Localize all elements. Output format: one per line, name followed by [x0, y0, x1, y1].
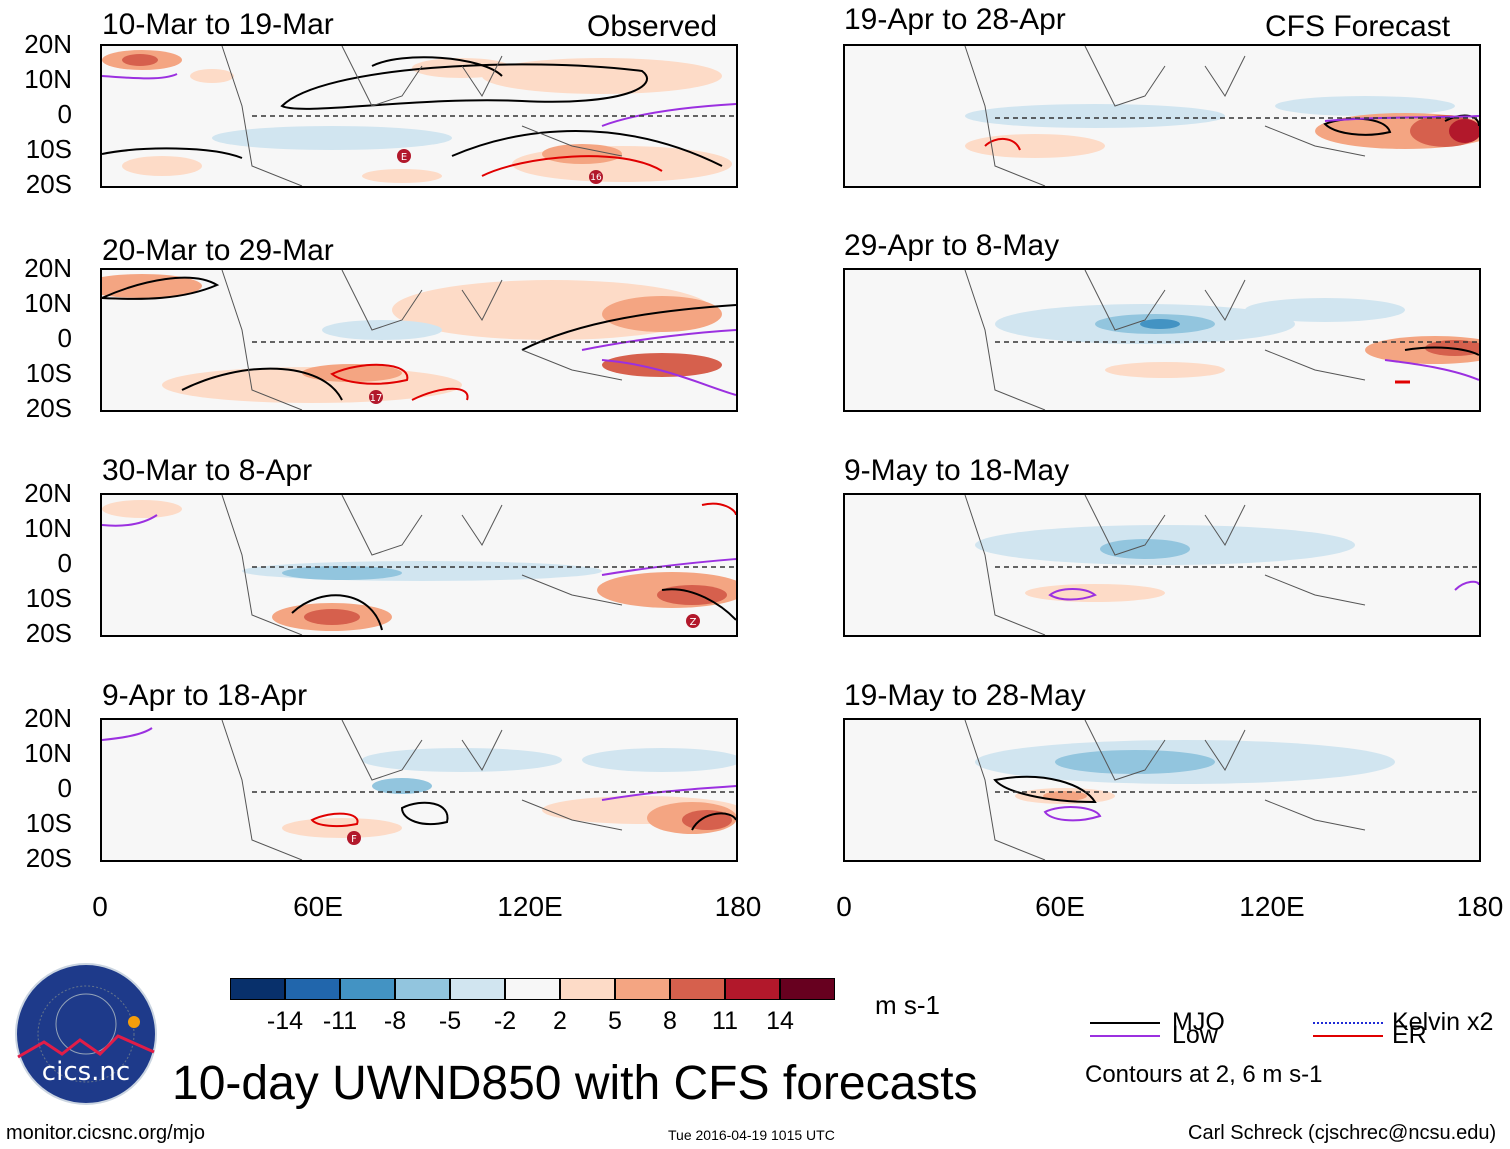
lat-label-row3-1: 10N	[24, 513, 72, 543]
colorbar-swatch-3	[395, 978, 450, 1000]
legend-label-mjo: MJO	[1172, 1008, 1225, 1036]
footer-author: Carl Schreck (cjschrec@ncsu.edu)	[1188, 1122, 1497, 1144]
lat-label-row3-3: 10S	[25, 583, 72, 613]
map-panel-forecast-1	[843, 44, 1481, 188]
map-panel-forecast-3	[843, 493, 1481, 637]
lon-label-60e-right: 60E	[1035, 891, 1085, 922]
cicsnc-logo: cics.nc	[14, 962, 158, 1106]
legend-label-kelvin: Kelvin x2	[1392, 1008, 1494, 1036]
observed-header: Observed	[587, 10, 718, 43]
colorbar-label-5: 2	[553, 1007, 567, 1035]
logo-text: cics.nc	[42, 1057, 130, 1087]
legend-line-mjo	[1090, 1022, 1160, 1024]
lat-label-row1-1: 10N	[24, 64, 72, 94]
storm-marker-16: 16	[590, 173, 602, 183]
colorbar-label-4: -2	[493, 1007, 517, 1035]
colorbar-swatch-7	[615, 978, 670, 1000]
lat-label-row4-1: 10N	[24, 738, 72, 768]
lat-label-row1-3: 10S	[25, 134, 72, 164]
panel-title-8: 19-May to 28-May	[844, 679, 1086, 712]
lon-label-120e-right: 120E	[1239, 891, 1305, 922]
footer-timestamp: Tue 2016-04-19 1015 UTC	[668, 1127, 835, 1143]
map-panel-forecast-4	[843, 718, 1481, 862]
panel-title-5: 19-Apr to 28-Apr	[844, 3, 1066, 36]
colorbar-label-0: -14	[266, 1007, 304, 1035]
colorbar-swatch-4	[450, 978, 505, 1000]
colorbar-label-8: 11	[712, 1007, 738, 1035]
lat-label-row2-0: 20N	[24, 253, 72, 283]
lat-label-row2-2: 0	[57, 323, 72, 353]
lon-label-120e-left: 120E	[497, 891, 563, 922]
legend-line-er	[1313, 1035, 1383, 1037]
lat-label-row3-0: 20N	[24, 478, 72, 508]
lat-label-row1-4: 20S	[25, 169, 72, 199]
panel-title-7: 9-May to 18-May	[844, 454, 1070, 487]
storm-marker-17: 17	[370, 393, 383, 404]
lat-label-row3-4: 20S	[25, 618, 72, 648]
colorbar-swatch-8	[670, 978, 725, 1000]
colorbar-label-7: 8	[663, 1007, 677, 1035]
colorbar-label-3: -5	[438, 1007, 462, 1035]
lat-label-row4-4: 20S	[25, 843, 72, 873]
colorbar-label-2: -8	[383, 1007, 407, 1035]
storm-marker-z: Z	[690, 617, 697, 628]
lon-label-0-right: 0	[836, 891, 852, 922]
lat-label-row1-2: 0	[57, 99, 72, 129]
lat-label-row3-2: 0	[57, 548, 72, 578]
contour-note: Contours at 2, 6 m s-1	[1085, 1061, 1323, 1088]
lon-label-60e-left: 60E	[293, 891, 343, 922]
lat-label-row4-2: 0	[57, 773, 72, 803]
colorbar-swatch-1	[285, 978, 340, 1000]
lon-label-0-left: 0	[92, 891, 108, 922]
colorbar-label-6: 5	[608, 1007, 622, 1035]
lat-label-row4-3: 10S	[25, 808, 72, 838]
legend-line-low	[1090, 1035, 1160, 1037]
lon-label-180-left: 180	[714, 891, 762, 922]
panel-title-2: 20-Mar to 29-Mar	[102, 234, 334, 267]
forecast-header: CFS Forecast	[1265, 10, 1451, 43]
map-panel-observed-1: E 16	[100, 44, 738, 188]
map-panel-observed-2: 17	[100, 268, 738, 412]
storm-marker-f: F	[351, 834, 357, 845]
lat-label-row1-0: 20N	[24, 29, 72, 59]
legend-line-kelvin	[1313, 1022, 1383, 1024]
lat-label-row4-0: 20N	[24, 703, 72, 733]
lon-label-180-right: 180	[1456, 891, 1504, 922]
colorbar-swatch-6	[560, 978, 615, 1000]
colorbar-swatch-5	[505, 978, 560, 1000]
lat-label-row2-3: 10S	[25, 358, 72, 388]
legend-label-er: ER	[1392, 1021, 1427, 1049]
map-panel-forecast-2	[843, 268, 1481, 412]
legend-label-low: Low	[1172, 1021, 1218, 1049]
colorbar-label-1: -11	[322, 1007, 358, 1035]
colorbar-units: m s-1	[875, 990, 940, 1020]
lat-label-row2-1: 10N	[24, 288, 72, 318]
panel-title-1: 10-Mar to 19-Mar	[102, 8, 334, 41]
main-title: 10-day UWND850 with CFS forecasts	[172, 1057, 978, 1110]
panel-title-4: 9-Apr to 18-Apr	[102, 679, 308, 712]
footer-url[interactable]: monitor.cicsnc.org/mjo	[6, 1122, 205, 1144]
map-panel-observed-4: F	[100, 718, 738, 862]
lat-label-row2-4: 20S	[25, 393, 72, 423]
colorbar-swatch-2	[340, 978, 395, 1000]
colorbar-label-9: 14	[766, 1007, 794, 1035]
colorbar-swatch-9	[725, 978, 780, 1000]
colorbar-swatch-10	[780, 978, 835, 1000]
panel-title-3: 30-Mar to 8-Apr	[102, 454, 313, 487]
storm-marker-e: E	[401, 152, 407, 163]
panel-title-6: 29-Apr to 8-May	[844, 229, 1060, 262]
map-panel-observed-3: Z	[100, 493, 738, 637]
colorbar-swatch-0	[230, 978, 285, 1000]
